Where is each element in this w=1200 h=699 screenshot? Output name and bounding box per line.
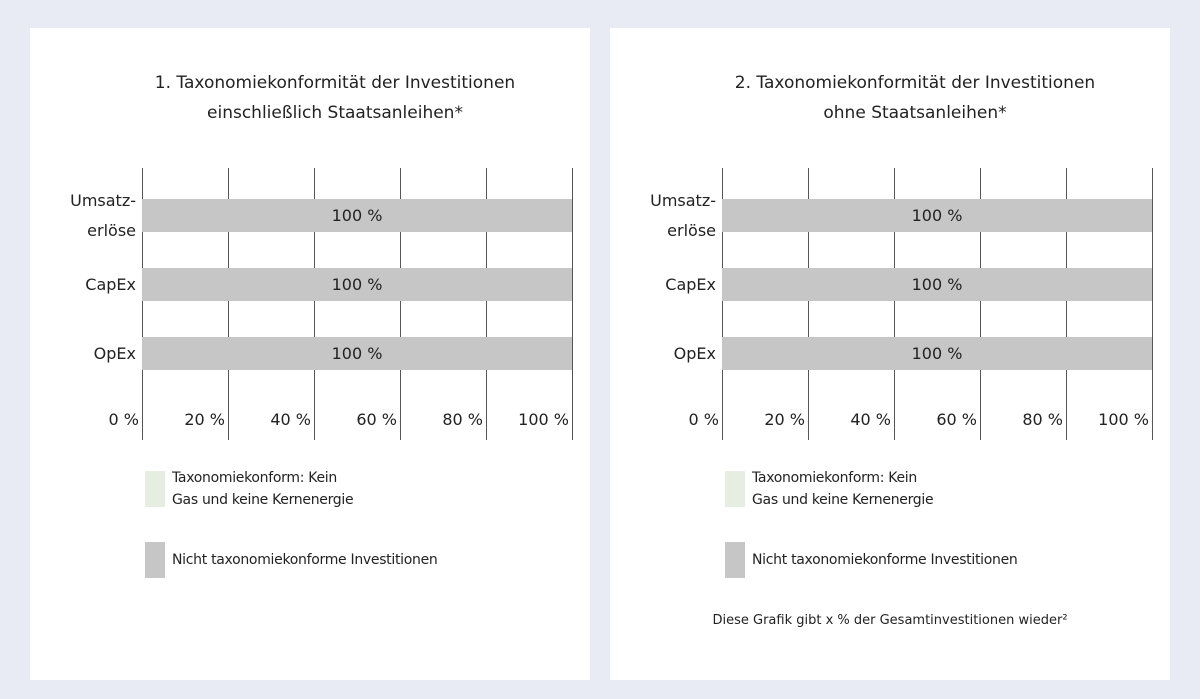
- legend-swatch: [145, 542, 165, 578]
- grid-line: [314, 168, 315, 440]
- grid-line: [142, 168, 143, 440]
- footnote: Diese Grafik gibt x % der Gesamtinvestit…: [712, 613, 1068, 628]
- y-tick-label: OpEx: [93, 343, 136, 363]
- x-tick-label: 40 %: [850, 410, 891, 429]
- x-tick-label: 80 %: [1022, 410, 1063, 429]
- y-tick-label: CapEx: [85, 274, 136, 294]
- x-tick-label: 20 %: [184, 410, 225, 429]
- x-tick-label: 80 %: [442, 410, 483, 429]
- chart-panel: 2. Taxonomiekonformität der Investitione…: [610, 28, 1170, 680]
- x-tick-label: 100 %: [518, 410, 569, 429]
- x-tick-label: 40 %: [270, 410, 311, 429]
- x-tick-label: 100 %: [1098, 410, 1149, 429]
- value-label: 100 %: [911, 206, 963, 225]
- value-label: 100 %: [331, 206, 383, 225]
- grid-line: [572, 168, 573, 440]
- grid-line: [808, 168, 809, 440]
- grid-line: [722, 168, 723, 440]
- legend-label: Taxonomiekonform: Kein Gas und keine Ker…: [752, 470, 934, 508]
- x-tick-label: 0 %: [688, 410, 719, 429]
- x-tick-label: 60 %: [936, 410, 977, 429]
- y-tick-label: Umsatz- erlöse: [70, 190, 136, 240]
- value-label: 100 %: [911, 344, 963, 363]
- chart-title: 1. Taxonomiekonformität der Investitione…: [154, 73, 516, 123]
- value-label: 100 %: [911, 275, 963, 294]
- legend-label: Taxonomiekonform: Kein Gas und keine Ker…: [172, 470, 354, 508]
- legend-swatch: [725, 471, 745, 507]
- x-tick-label: 20 %: [764, 410, 805, 429]
- grid-line: [400, 168, 401, 440]
- grid-line: [486, 168, 487, 440]
- bar: [722, 199, 1152, 232]
- bar: [722, 337, 1152, 370]
- bar: [142, 199, 572, 232]
- legend-swatch: [725, 542, 745, 578]
- value-label: 100 %: [331, 344, 383, 363]
- y-tick-label: CapEx: [665, 274, 716, 294]
- y-tick-label: Umsatz- erlöse: [650, 190, 716, 240]
- bar: [142, 268, 572, 301]
- value-label: 100 %: [331, 275, 383, 294]
- x-tick-label: 60 %: [356, 410, 397, 429]
- grid-line: [1152, 168, 1153, 440]
- legend-label: Nicht taxonomiekonforme Investitionen: [172, 552, 438, 568]
- grid-line: [1066, 168, 1067, 440]
- legend-label: Nicht taxonomiekonforme Investitionen: [752, 552, 1018, 568]
- grid-line: [228, 168, 229, 440]
- grid-line: [894, 168, 895, 440]
- chart-title: 2. Taxonomiekonformität der Investitione…: [734, 73, 1096, 123]
- x-tick-label: 0 %: [108, 410, 139, 429]
- chart-panel: 1. Taxonomiekonformität der Investitione…: [30, 28, 590, 680]
- bar: [722, 268, 1152, 301]
- grid-line: [980, 168, 981, 440]
- bar: [142, 337, 572, 370]
- y-tick-label: OpEx: [673, 343, 716, 363]
- legend-swatch: [145, 471, 165, 507]
